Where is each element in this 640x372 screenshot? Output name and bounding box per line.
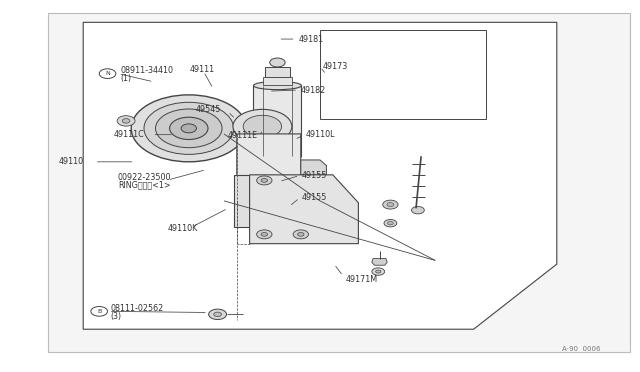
Circle shape <box>388 221 393 225</box>
Circle shape <box>257 230 272 239</box>
Circle shape <box>268 138 293 153</box>
Circle shape <box>181 124 196 133</box>
Text: 49110: 49110 <box>59 157 84 166</box>
Text: 49111E: 49111E <box>228 131 258 140</box>
Circle shape <box>270 58 285 67</box>
Text: 08911-34410: 08911-34410 <box>120 66 173 75</box>
Bar <box>265 67 289 77</box>
Circle shape <box>261 232 268 236</box>
Text: 00922-23500: 00922-23500 <box>118 173 172 182</box>
Text: 49173: 49173 <box>323 62 348 71</box>
Text: (1): (1) <box>120 74 131 83</box>
Circle shape <box>383 200 398 209</box>
Circle shape <box>209 309 227 320</box>
Polygon shape <box>237 134 301 197</box>
Circle shape <box>376 270 381 273</box>
Text: 49110K: 49110K <box>168 224 198 233</box>
Text: RINGリング<1>: RINGリング<1> <box>118 180 170 189</box>
Text: 49545: 49545 <box>196 105 221 114</box>
Circle shape <box>293 230 308 239</box>
Circle shape <box>117 116 135 126</box>
Text: A·90 0006: A·90 0006 <box>562 346 600 352</box>
Bar <box>253 86 301 156</box>
Polygon shape <box>372 259 387 265</box>
Text: B: B <box>97 309 101 314</box>
Circle shape <box>122 119 130 123</box>
Ellipse shape <box>253 81 301 90</box>
Circle shape <box>384 219 397 227</box>
Text: 49155: 49155 <box>302 193 328 202</box>
Text: 49181: 49181 <box>298 35 323 44</box>
Circle shape <box>214 312 221 317</box>
Text: 49171M: 49171M <box>346 275 378 284</box>
Ellipse shape <box>253 153 301 160</box>
Circle shape <box>91 307 108 316</box>
Circle shape <box>257 176 272 185</box>
Polygon shape <box>83 22 557 329</box>
Circle shape <box>387 203 394 206</box>
Circle shape <box>144 102 234 154</box>
Circle shape <box>273 141 288 150</box>
Polygon shape <box>234 175 326 227</box>
Bar <box>263 77 292 85</box>
Circle shape <box>170 117 208 140</box>
Bar <box>320 30 486 119</box>
Polygon shape <box>250 175 358 244</box>
Text: (3): (3) <box>111 312 122 321</box>
Text: 08111-02562: 08111-02562 <box>111 304 164 313</box>
Circle shape <box>99 69 116 78</box>
Text: 49111C: 49111C <box>114 130 145 139</box>
Text: 49111: 49111 <box>189 65 214 74</box>
Text: N: N <box>105 71 110 76</box>
Circle shape <box>261 179 268 182</box>
Text: 49110L: 49110L <box>306 130 335 139</box>
Text: 49182: 49182 <box>301 86 326 94</box>
Circle shape <box>243 115 282 138</box>
Circle shape <box>233 109 292 144</box>
Circle shape <box>131 95 246 162</box>
Circle shape <box>156 109 222 148</box>
Polygon shape <box>301 160 326 175</box>
Circle shape <box>257 147 275 157</box>
Circle shape <box>412 206 424 214</box>
Circle shape <box>372 268 385 275</box>
Circle shape <box>298 232 304 236</box>
Text: 49155: 49155 <box>302 171 328 180</box>
Circle shape <box>250 143 281 161</box>
